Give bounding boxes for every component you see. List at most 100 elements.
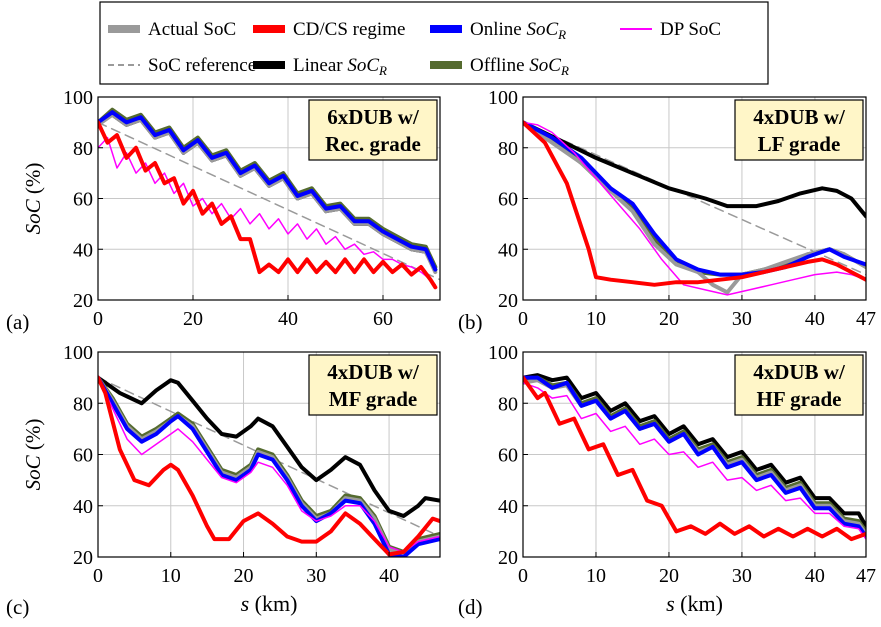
x-axis-label: s (km) [666, 591, 723, 616]
x-tick-label: 20 [659, 308, 679, 330]
legend-box [99, 1, 769, 85]
y-axis-label: SoC (%) [21, 163, 45, 235]
panel-label: (c) [6, 595, 29, 619]
panel-title-box [308, 354, 438, 416]
y-tick-label: 100 [63, 87, 93, 109]
series-linear [523, 120, 866, 219]
x-tick-label: 30 [732, 565, 752, 587]
panel-d: 20 40 60 80 100 0 10 20 30 40 47 (d) s (km) 4xDUB w/H… [458, 342, 876, 619]
series-actual [98, 112, 438, 275]
y-tick-label: 40 [498, 496, 518, 518]
y-tick-label: 60 [73, 189, 93, 211]
legend-item-offline: Offline SoCR [430, 55, 569, 78]
series-online [523, 375, 866, 539]
panel-title-line: 6xDUB w/ [327, 105, 420, 129]
panel-b: 20 40 60 80 100 0 10 20 30 40 47 (b) 4xDUB w/LF grad… [458, 87, 876, 334]
y-tick-label: 40 [498, 239, 518, 261]
x-tick-label: 0 [93, 565, 103, 587]
series-group [523, 120, 866, 296]
x-tick-label: 20 [234, 565, 254, 587]
panel-label: (a) [6, 310, 29, 334]
panel-title-line: 4xDUB w/ [753, 360, 846, 384]
x-tick-label: 40 [805, 565, 825, 587]
y-tick-label: 100 [63, 342, 93, 364]
legend-item-actual: Actual SoC [108, 19, 236, 40]
panel-title-box [734, 99, 864, 161]
y-tick-label: 80 [498, 393, 518, 415]
panel-title-box [308, 99, 438, 161]
x-tick-label: 10 [586, 308, 606, 330]
series-group [98, 107, 440, 290]
x-tick-label: 40 [379, 565, 399, 587]
legend-item-ref: SoC reference [108, 55, 256, 76]
y-axis-label: SoC (%) [21, 419, 45, 491]
panel-c: 20 40 60 80 100 0 10 20 30 40 (c) SoC (%) s (km) 4xDU… [6, 342, 441, 619]
panel-label: (d) [458, 595, 483, 619]
series-dp [98, 136, 437, 286]
x-tick-label: 47 [856, 308, 876, 330]
x-axis-label: s (km) [241, 591, 298, 616]
legend-item-online: Online SoCR [430, 19, 566, 42]
series-group [98, 375, 440, 557]
panel-title: 4xDUB w/LF grade [734, 99, 864, 161]
x-tick-label: 20 [183, 308, 203, 330]
panel-title-line: Rec. grade [325, 132, 421, 156]
x-tick-label: 10 [586, 565, 606, 587]
y-tick-label: 20 [73, 290, 93, 312]
y-tick-label: 60 [73, 445, 93, 467]
legend: Actual SoC CD/CS regime Online SoCR DP SoC S… [99, 1, 769, 85]
y-tick-label: 20 [73, 547, 93, 569]
legend-label-cdcs: CD/CS regime [293, 19, 405, 40]
y-tick-label: 40 [73, 239, 93, 261]
y-tick-label: 100 [488, 342, 518, 364]
x-tick-label: 40 [805, 308, 825, 330]
legend-label-linear: Linear SoCR [293, 55, 387, 78]
x-tick-label: 10 [161, 565, 181, 587]
panel-title-line: HF grade [757, 387, 842, 411]
series-linear [523, 373, 866, 529]
series-online [98, 375, 440, 557]
legend-label-ref: SoC reference [148, 55, 256, 76]
panel-title: 4xDUB w/MF grade [308, 354, 438, 416]
y-tick-label: 100 [488, 87, 518, 109]
series-online [523, 120, 866, 277]
panel-title-line: 4xDUB w/ [753, 105, 846, 129]
panel-title-line: 4xDUB w/ [327, 360, 420, 384]
x-tick-label: 0 [518, 565, 528, 587]
y-tick-label: 80 [498, 138, 518, 160]
panel-title-line: LF grade [758, 132, 841, 156]
y-tick-label: 20 [498, 290, 518, 312]
series-online [98, 110, 438, 272]
x-tick-label: 30 [732, 308, 752, 330]
legend-item-dp: DP SoC [620, 19, 721, 40]
panel-label: (b) [458, 310, 483, 334]
y-tick-label: 60 [498, 189, 518, 211]
y-tick-label: 40 [73, 496, 93, 518]
series-cdcs [523, 120, 866, 287]
x-tick-label: 0 [93, 308, 103, 330]
legend-label-dp: DP SoC [660, 19, 721, 40]
grid [98, 97, 440, 300]
x-tick-label: 60 [373, 308, 393, 330]
series-group [523, 373, 866, 542]
legend-label-offline: Offline SoCR [470, 55, 569, 78]
x-tick-label: 0 [518, 308, 528, 330]
series-ref [523, 121, 866, 276]
series-cdcs [98, 120, 438, 290]
panel-title: 4xDUB w/HF grade [734, 354, 864, 416]
series-ref [98, 121, 440, 281]
panel-title: 6xDUB w/Rec. grade [308, 99, 438, 161]
series-dp [523, 382, 866, 540]
legend-label-online: Online SoCR [470, 19, 566, 42]
series-linear [98, 375, 440, 518]
legend-label-actual: Actual SoC [148, 19, 236, 40]
series-dp [523, 121, 866, 296]
panel-title-box [734, 354, 864, 416]
x-tick-label: 20 [659, 565, 679, 587]
x-tick-label: 40 [278, 308, 298, 330]
legend-item-linear: Linear SoCR [253, 55, 387, 78]
y-tick-label: 20 [498, 547, 518, 569]
